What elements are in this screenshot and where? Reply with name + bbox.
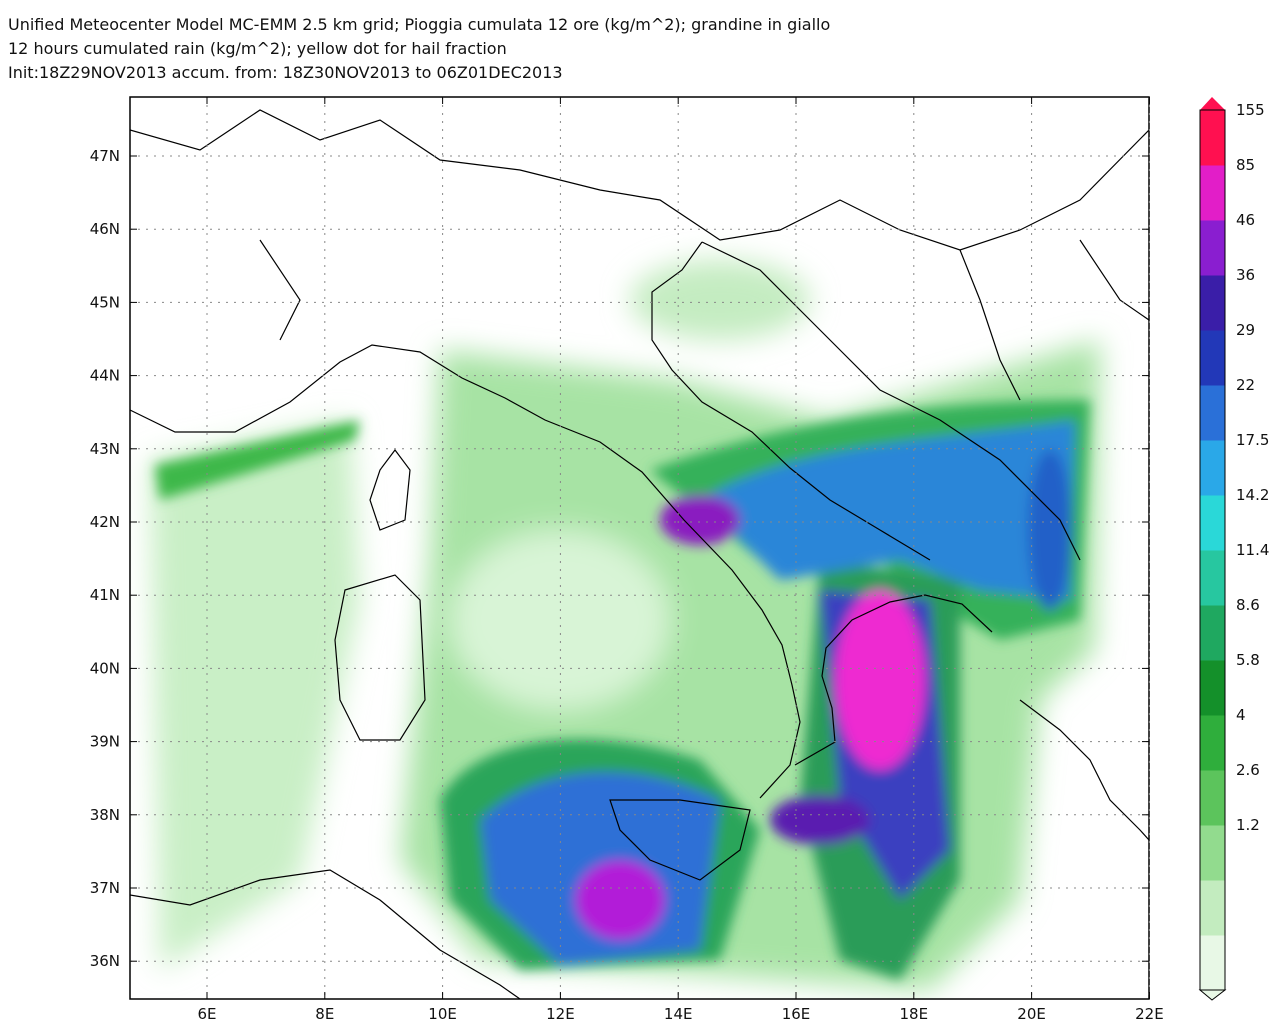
lat-label: 44N [90,367,120,385]
lon-label: 14E [664,1005,693,1023]
lat-label: 47N [90,147,120,165]
lat-label: 39N [90,733,120,751]
colorbar-label: 11.4 [1236,541,1269,559]
colorbar-segment [1200,385,1225,441]
colorbar-segment [1200,770,1225,826]
latitude-axis: 47N 46N 45N 44N 43N 42N 41N 40N 39N 38N 37N 36N [90,147,1149,970]
corsica-sardinia [334,449,426,741]
header-line: Unified Meteocenter Model MC-EMM 2.5 km … [8,15,830,34]
map-frame [129,96,1150,1000]
precipitation-field [130,109,1149,999]
header-line: Init:18Z29NOV2013 accum. from: 18Z30NOV2… [8,63,563,82]
lon-label: 16E [782,1005,811,1023]
coastline [130,241,1149,999]
colorbar-label: 14.2 [1236,486,1269,504]
colorbar-segment [1200,330,1225,386]
colorbar-segment [1200,275,1225,331]
lon-label: 20E [1017,1005,1046,1023]
colorbar-segment [1200,825,1225,881]
lat-label: 45N [90,293,120,311]
colorbar-segment [1200,660,1225,716]
colorbar-segment [1200,605,1225,661]
lon-label: 18E [900,1005,929,1023]
lat-label: 40N [90,659,120,677]
lon-label: 6E [197,1005,216,1023]
borders [130,109,1149,401]
sicily [609,799,751,881]
longitude-axis: 6E 8E 10E 12E 14E 16E 18E 20E 22E [197,97,1164,1023]
colorbar-label: 4 [1236,706,1246,724]
lon-label: 12E [546,1005,575,1023]
colorbar-label: 5.8 [1236,651,1260,669]
colorbar-label: 36 [1236,266,1255,284]
colorbar-label: 1.2 [1236,816,1260,834]
colorbar-label: 29 [1236,321,1255,339]
lon-label: 22E [1135,1005,1164,1023]
colorbar-segment [1200,440,1225,496]
colorbar-segment [1200,110,1225,166]
colorbar-label: 8.6 [1236,596,1260,614]
colorbar-segment [1200,935,1225,991]
colorbar-arrow [1200,97,1225,110]
colorbar-segment [1200,220,1225,276]
colorbar-segment [1200,550,1225,606]
header: Unified Meteocenter Model MC-EMM 2.5 km … [8,15,830,82]
lat-label: 43N [90,440,120,458]
colorbar-frame [1199,109,1226,991]
lat-label: 37N [90,879,120,897]
lon-label: 10E [428,1005,457,1023]
colorbar-label: 22 [1236,376,1255,394]
colorbar-label: 85 [1236,156,1255,174]
colorbar-segment [1200,880,1225,936]
lon-label: 8E [315,1005,334,1023]
colorbar-segment [1200,715,1225,771]
colorbar-label: 17.5 [1236,431,1269,449]
lat-label: 46N [90,220,120,238]
lat-label: 38N [90,806,120,824]
colorbar-label: 46 [1236,211,1255,229]
colorbar-label: 2.6 [1236,761,1260,779]
colorbar-segment [1200,495,1225,551]
lat-label: 36N [90,952,120,970]
colorbar-label: 155 [1236,101,1265,119]
colorbar: 155 85 46 36 29 22 17.5 14.2 11.4 8.6 5.8 4 2.6 1.2 [1198,97,1269,1001]
colorbar-arrow [1198,989,1227,1001]
colorbar-segment [1200,165,1225,221]
header-line: 12 hours cumulated rain (kg/m^2); yellow… [8,39,507,58]
lat-label: 41N [90,586,120,604]
lat-label: 42N [90,513,120,531]
